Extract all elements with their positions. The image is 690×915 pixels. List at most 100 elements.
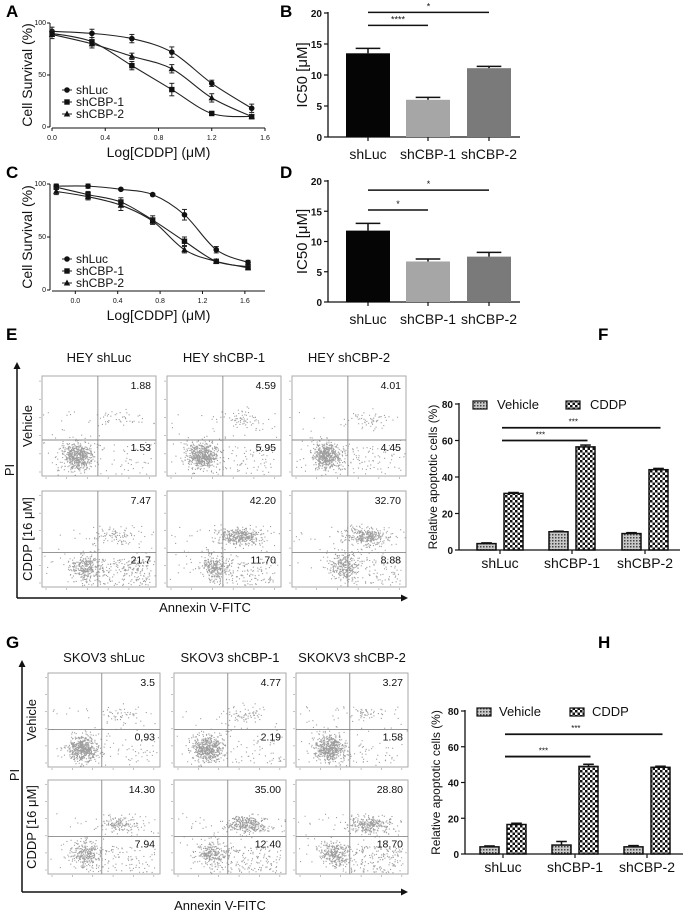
y-tick-label: 100 [34, 181, 46, 188]
bar-vehicle-shluc [479, 846, 500, 855]
significance-label: *** [536, 431, 545, 440]
quadrant-value-lower-right: 21.7 [131, 554, 152, 566]
legend-swatch-vehicle [472, 400, 488, 410]
y-tick-label: 20 [442, 510, 454, 521]
data-point-shcbp-1 [53, 184, 59, 190]
legend-label: Vehicle [497, 397, 539, 412]
arrow-right-icon [401, 888, 408, 896]
legend-swatch-cddp [569, 707, 585, 717]
quadrant-value-lower-right: 5.95 [256, 442, 277, 454]
data-point-shcbp-2 [84, 193, 92, 200]
flow-plot: 14.30 7.94 [45, 779, 161, 877]
y-tick-label: 20 [448, 814, 460, 825]
flow-plot: 42.20 11.70 [164, 490, 282, 590]
significance-label: *** [571, 724, 580, 733]
y-tick-label: 20 [311, 177, 323, 188]
y-axis-label: Relative apoptotic cells (%) [429, 710, 443, 855]
quadrant-value-upper-right: 3.5 [140, 677, 155, 689]
y-tick-label: 10 [311, 238, 323, 249]
dose-response-chart-a: 0.0 0.4 0.8 1.2 1.6 0 50 100 Log[CDDP] (μM) Cell … [19, 20, 270, 160]
column-title: SKOKV3 shCBP-2 [298, 650, 406, 665]
quadrant-value-lower-right: 4.45 [381, 442, 402, 454]
quadrant-value-upper-right: 35.00 [255, 784, 281, 796]
category-label: shCBP-1 [544, 555, 600, 571]
bar-vehicle-shluc [476, 542, 497, 551]
data-point-shcbp-1 [209, 110, 215, 117]
data-point-shluc [181, 211, 188, 218]
x-axis-label: Annexin V-FITC [174, 898, 266, 913]
data-point-shcbp-2 [53, 187, 60, 194]
significance-label: *** [569, 418, 578, 427]
legend-marker-shcbp-2 [63, 279, 71, 286]
flow-events [178, 813, 286, 874]
quadrant-value-upper-right: 4.01 [381, 380, 402, 392]
flow-cytometry-panel-g: SKOV3 shLuc SKOV3 shCBP-1 SKOKV3 shCBP-2 Ve… [7, 650, 409, 913]
y-axis-label: Cell Survival (%) [19, 23, 35, 126]
y-axis-label: Relative apoptotic cells (%) [426, 405, 440, 550]
legend-marker-shcbp-2 [63, 110, 71, 117]
category-label: shLuc [484, 859, 521, 875]
quadrant-value-lower-right: 1.58 [383, 731, 404, 743]
flow-plot: 3.5 0.93 [45, 672, 161, 770]
bar-vehicle-shcbp-1 [551, 844, 572, 855]
bar-shluc [346, 230, 390, 302]
legend-label: shCBP-1 [76, 95, 124, 109]
y-tick-label: 0 [42, 124, 46, 131]
y-tick-label: 5 [316, 102, 322, 113]
x-tick-label: 0.8 [154, 135, 164, 142]
y-tick-label: 80 [442, 400, 454, 411]
bar-cddp-shcbp-2 [648, 468, 669, 551]
panel-label-e: E [6, 325, 17, 344]
y-tick-label: 50 [38, 72, 46, 79]
data-point-shcbp-2 [208, 94, 215, 101]
x-tick-label: 0.0 [47, 135, 57, 142]
x-tick-label: 1.6 [240, 298, 250, 305]
row-label: CDDP [16 μM] [24, 785, 39, 869]
significance-label: **** [391, 14, 406, 24]
data-point-shcbp-2 [181, 246, 188, 253]
bar-cddp-shcbp-1 [575, 446, 596, 551]
arrow-up-icon [18, 660, 26, 667]
y-tick-label: 15 [311, 40, 323, 51]
legend-marker-shluc [64, 87, 70, 93]
significance-label: * [427, 1, 431, 11]
legend-label: shCBP-1 [76, 264, 124, 278]
y-tick-label: 80 [448, 707, 460, 718]
flow-plot: 32.70 8.88 [289, 490, 407, 590]
y-axis-label: IC50 [μM] [294, 209, 311, 274]
quadrant-value-lower-right: 0.93 [135, 731, 156, 743]
legend-marker-shcbp-1 [64, 99, 70, 105]
dose-response-chart-c: 0.0 0.4 0.8 1.2 1.6 0 50 100 Log[CDDP] (μM) Cell … [19, 181, 265, 323]
quadrant-value-lower-right: 12.40 [255, 838, 281, 850]
bar-cddp-shcbp-1 [578, 765, 599, 855]
x-tick-label: 1.6 [260, 135, 270, 142]
flow-plot: 28.80 18.70 [293, 779, 409, 877]
data-point-shluc [208, 80, 215, 87]
column-title: SKOV3 shCBP-1 [181, 650, 280, 665]
flow-events [44, 525, 156, 587]
data-point-shluc [169, 49, 175, 55]
quadrant-value-upper-right: 7.47 [131, 495, 152, 507]
data-point-shcbp-2 [48, 30, 56, 37]
row-label: Vehicle [20, 405, 35, 447]
y-axis-label: Cell Survival (%) [19, 185, 35, 288]
legend-label: Vehicle [499, 704, 541, 719]
bar-cddp-shcbp-2 [650, 766, 671, 855]
flow-plot: 4.59 5.95 [164, 375, 282, 479]
plot-frame [291, 490, 407, 588]
x-axis-label: Log[CDDP] (μM) [107, 307, 211, 323]
quadrant-value-upper-right: 14.30 [129, 784, 155, 796]
legend-label: shCBP-2 [76, 107, 124, 121]
plot-frame [295, 672, 409, 768]
plot-frame [41, 490, 157, 588]
data-point-shluc [149, 191, 156, 198]
significance-label: *** [539, 747, 548, 756]
y-axis-label: IC50 [μM] [294, 42, 311, 107]
data-point-shcbp-1 [181, 238, 188, 244]
quadrant-value-upper-right: 4.59 [256, 380, 277, 392]
bar-shluc [346, 53, 390, 137]
flow-cytometry-panel-e: HEY shLuc HEY shCBP-1 HEY shCBP-2 Vehicle CD… [2, 350, 408, 615]
x-tick-label: 1.2 [207, 135, 217, 142]
